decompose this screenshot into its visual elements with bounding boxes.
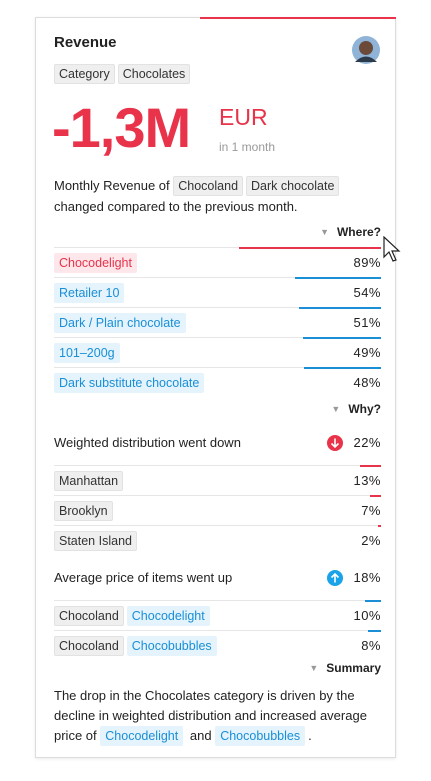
tag[interactable]: Dark chocolate (246, 176, 340, 196)
row-tags: Manhattan (54, 470, 126, 491)
breakdown-row[interactable]: 101–200g 49% (54, 337, 381, 367)
text: changed compared to the previous month. (54, 199, 298, 214)
tag[interactable]: Chocobubbles (215, 726, 306, 746)
where-rows: Chocodelight 89% Retailer 10 54% Dark / Plai… (54, 247, 381, 397)
trend-icon (327, 569, 344, 586)
breakdown-row[interactable]: Dark substitute chocolate 48% (54, 367, 381, 397)
text: The drop in the Chocolates category is d… (54, 688, 367, 743)
factor-text: Weighted distribution went down (54, 435, 241, 450)
row-value: 2% (361, 533, 381, 548)
share-bar (377, 525, 381, 527)
row-value: 10% (353, 608, 381, 623)
row-value: 13% (353, 473, 381, 488)
share-bar (369, 495, 381, 497)
factor-value: 22% (353, 435, 381, 450)
share-bar (302, 337, 381, 339)
tag[interactable]: Chocoland (54, 635, 124, 656)
progress-bar (200, 17, 396, 19)
header-tags: Category Chocolates (54, 64, 193, 84)
breakdown-row[interactable]: Chocodelight 89% (54, 247, 381, 277)
row-tags: Chocoland Chocobubbles (54, 635, 220, 656)
toggle-label: Why? (348, 401, 381, 416)
text: Monthly Revenue of (54, 178, 170, 193)
tag[interactable]: Chocobubbles (126, 635, 217, 656)
breakdown-row[interactable]: Chocoland Chocodelight 10% (54, 600, 381, 630)
avatar[interactable] (351, 35, 381, 65)
row-tags: Brooklyn (54, 500, 116, 521)
factor-text: Average price of items went up (54, 570, 233, 585)
trend-icon (327, 434, 344, 451)
content: Monthly Revenue of Chocoland Dark chocola… (54, 175, 381, 746)
headline-value: -1,3M (52, 96, 191, 159)
text: . (308, 728, 312, 743)
headline-unit: EUR (219, 104, 268, 130)
toggle-label: Summary (326, 661, 381, 675)
breakdown-row[interactable]: Staten Island 2% (54, 525, 381, 555)
share-bar (368, 630, 381, 632)
row-value: 8% (361, 638, 381, 653)
breakdown-row[interactable]: Retailer 10 54% (54, 277, 381, 307)
why-toggle[interactable]: ▼ Why? (331, 401, 381, 416)
breakdown-row[interactable]: Manhattan 13% (54, 465, 381, 495)
row-tags: Dark / Plain chocolate (54, 312, 189, 333)
share-bar (304, 367, 381, 369)
tag[interactable]: Manhattan (54, 470, 124, 491)
breakdown-row[interactable]: Brooklyn 7% (54, 495, 381, 525)
summary-toggle[interactable]: ▼ Summary (309, 661, 381, 675)
row-tags: Staten Island (54, 530, 140, 551)
tag[interactable]: Category (54, 64, 115, 84)
tag[interactable]: Chocolates (117, 64, 191, 84)
share-bar (360, 465, 381, 467)
tag[interactable]: Retailer 10 (54, 282, 125, 303)
row-tags: Dark substitute chocolate (54, 372, 207, 393)
row-value: 51% (353, 315, 381, 330)
tag[interactable]: Chocoland (54, 605, 124, 626)
share-bar (365, 600, 381, 602)
factor: Weighted distribution went down 22% (54, 420, 381, 465)
why-factors: Weighted distribution went down 22% Manhat… (54, 420, 381, 660)
tag[interactable]: 101–200g (54, 342, 120, 363)
share-bar (294, 277, 381, 279)
toggle-label: Where? (336, 225, 381, 239)
text: and (189, 728, 212, 743)
factor-right: 22% (327, 434, 381, 451)
tag[interactable]: Chocodelight (126, 605, 210, 626)
breakdown-row[interactable]: Chocoland Chocobubbles 8% (54, 630, 381, 660)
share-bar (299, 307, 381, 309)
tag[interactable]: Brooklyn (54, 500, 113, 521)
card-title: Revenue (54, 34, 117, 51)
insight-card: Revenue Category Chocolates -1,3M EUR in … (35, 17, 396, 758)
row-value: 7% (361, 503, 381, 518)
share-bar (238, 247, 381, 249)
tag[interactable]: Dark / Plain chocolate (54, 312, 186, 333)
row-tags: Chocodelight (54, 252, 140, 273)
tag[interactable]: Dark substitute chocolate (54, 372, 205, 393)
factor: Average price of items went up 18% (54, 555, 381, 600)
breakdown-row[interactable]: Dark / Plain chocolate 51% (54, 307, 381, 337)
row-value: 89% (353, 255, 381, 270)
tag[interactable]: Chocodelight (54, 252, 137, 273)
factor-value: 18% (353, 570, 381, 585)
factor-right: 18% (327, 569, 381, 586)
row-tags: Chocoland Chocodelight (54, 605, 213, 626)
tag[interactable]: Staten Island (54, 530, 137, 551)
where-toggle[interactable]: ▼ Where? (320, 225, 381, 239)
row-tags: Retailer 10 (54, 282, 127, 303)
tag[interactable]: Chocoland (173, 176, 244, 196)
row-value: 54% (353, 285, 381, 300)
description: Monthly Revenue of Chocoland Dark chocola… (54, 175, 381, 217)
tag[interactable]: Chocodelight (100, 726, 184, 746)
headline-period: in 1 month (219, 140, 276, 154)
row-value: 49% (353, 345, 381, 360)
mouse-cursor (383, 236, 401, 262)
row-tags: 101–200g (54, 342, 123, 363)
summary: The drop in the Chocolates category is d… (54, 686, 381, 746)
row-value: 48% (353, 375, 381, 390)
